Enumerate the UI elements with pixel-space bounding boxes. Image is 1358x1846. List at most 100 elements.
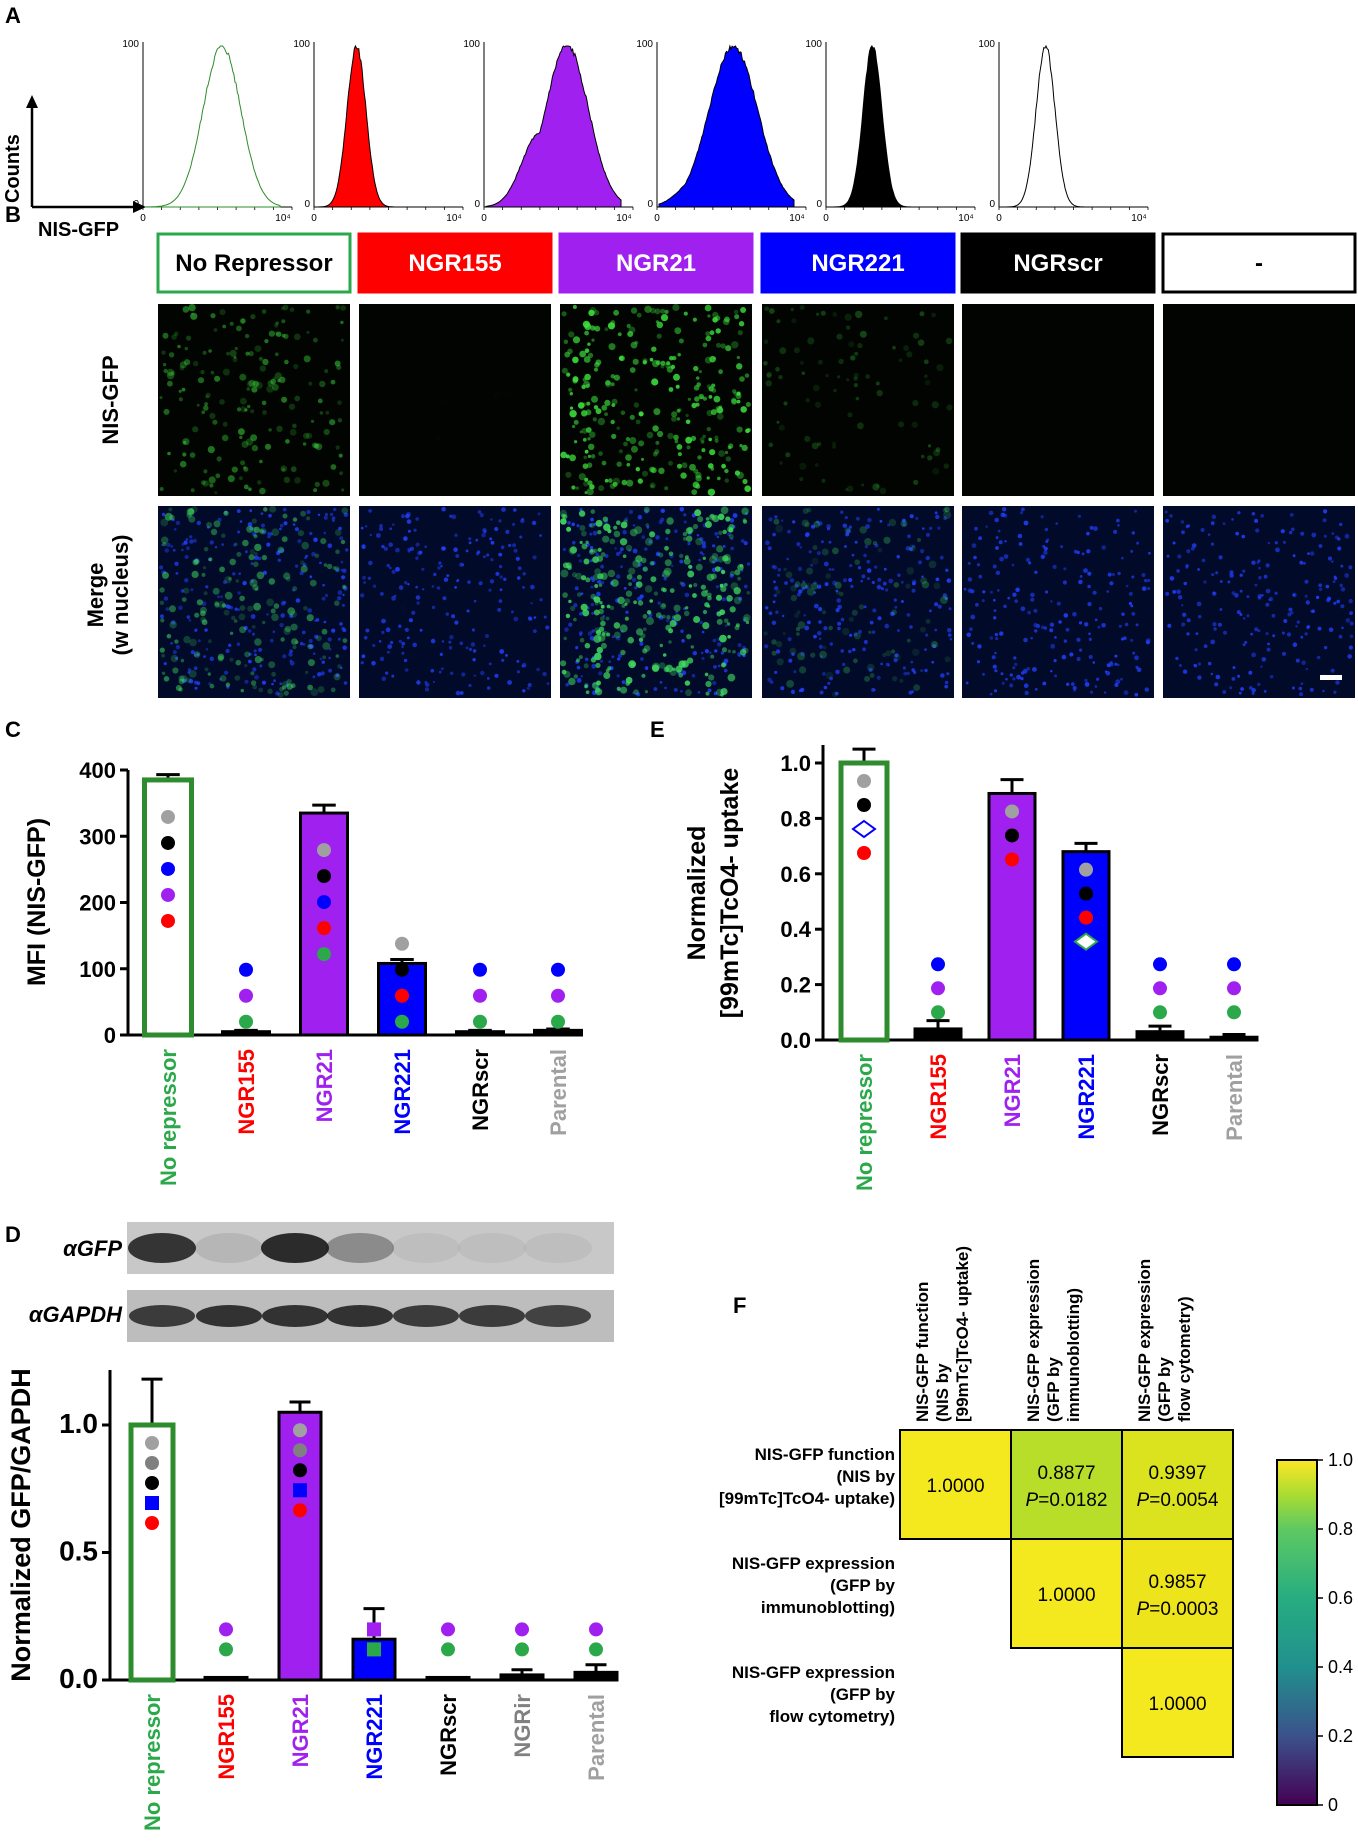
panel-label-c: C [5,717,21,742]
nucleus [1093,526,1098,531]
gfp-cell [791,318,797,324]
gfp-cell [209,412,216,419]
nucleus [1087,602,1092,607]
nucleus [578,559,582,563]
gfp-cell [324,369,329,374]
merge-gfp-cell [707,595,712,601]
gfp-cell [745,428,750,434]
gfp-cell [262,358,269,366]
gfp-cell [674,439,679,444]
nucleus [1344,533,1350,539]
gfp-cell [917,339,925,347]
gfp-cell [618,355,624,361]
nucleus [1282,651,1286,656]
nucleus [618,653,622,658]
nucleus [660,508,665,513]
significance-marker [161,913,175,928]
merge-image [1163,506,1355,698]
significance-marker [515,1622,529,1637]
merge-gfp-cell [287,607,296,616]
nucleus [1120,637,1124,641]
merge-gfp-cell [602,516,609,522]
gfp-cell [745,402,751,407]
nucleus [498,552,503,557]
nucleus [1176,569,1180,573]
nucleus [590,559,593,562]
nucleus [818,521,823,526]
merge-gfp-cell [673,614,682,622]
nucleus [802,580,805,584]
gfp-cell [766,371,772,378]
merge-gfp-cell [663,567,672,576]
merge-gfp-cell [686,535,693,542]
nucleus [1251,691,1255,695]
nucleus [292,523,296,526]
gfp-cell [854,351,859,356]
nucleus [1309,687,1314,692]
gfp-cell [594,325,601,332]
merge-gfp-cell [593,548,598,553]
nucleus [519,535,523,539]
merge-gfp-cell [722,555,729,562]
nucleus [880,662,883,666]
nucleus [1263,574,1268,579]
nucleus [1020,677,1024,681]
nucleus [602,614,606,618]
panel-f-heatmap: 1.00000.8877P=0.01820.9397P=0.00541.0000… [719,1246,1353,1815]
merge-gfp-cell [722,529,727,535]
nucleus [1079,648,1083,652]
gfp-cell [184,359,191,366]
nucleus [840,649,844,653]
merge-gfp-cell [590,593,596,600]
gfp-cell [816,312,820,316]
merge-gfp-cell [800,582,808,589]
gfp-cell [799,477,804,482]
nucleus [379,527,384,531]
nucleus [939,555,944,560]
nucleus [820,540,824,544]
gfp-cell [319,411,324,415]
nucleus [448,640,452,644]
cell-value: 0.9397 [1148,1463,1206,1484]
gfp-cell [582,377,587,382]
gfp-cell [181,387,186,392]
nucleus [1323,645,1328,650]
merge-gfp-cell [628,567,636,575]
nucleus [617,657,621,661]
merge-gfp-cell [596,646,603,654]
nucleus [343,681,348,685]
merge-gfp-cell [201,572,206,577]
nucleus [416,601,420,605]
nucleus [1121,612,1125,616]
gfp-cell [669,356,674,361]
nucleus [1054,674,1057,678]
nucleus [1201,558,1206,563]
merge-gfp-cell [700,584,707,590]
nucleus [1088,655,1093,659]
merge-gfp-cell [721,662,726,668]
gfp-cell [848,341,855,348]
nucleus [1246,614,1250,618]
merge-gfp-cell [942,594,948,600]
gfp-cell [289,307,295,312]
heatmap-cell [1121,1647,1234,1758]
nucleus [604,554,609,558]
nucleus [471,628,475,632]
merge-gfp-cell [620,686,628,694]
nucleus [248,659,252,664]
merge-gfp-cell [249,578,258,587]
nucleus [159,565,164,570]
nucleus [924,648,927,651]
gfp-cell [203,469,208,474]
row-label-line: immunoblotting) [761,1598,895,1617]
gfp-cell [274,323,279,328]
gfp-cell [337,400,342,406]
col-label-line: (NIS by [933,1363,952,1422]
nucleus [994,651,997,655]
significance-marker [145,1516,159,1530]
nucleus [674,529,678,533]
nucleus [869,620,874,625]
merge-gfp-cell [646,617,654,626]
merge-gfp-cell [866,663,875,672]
merge-gfp-cell [217,653,225,661]
